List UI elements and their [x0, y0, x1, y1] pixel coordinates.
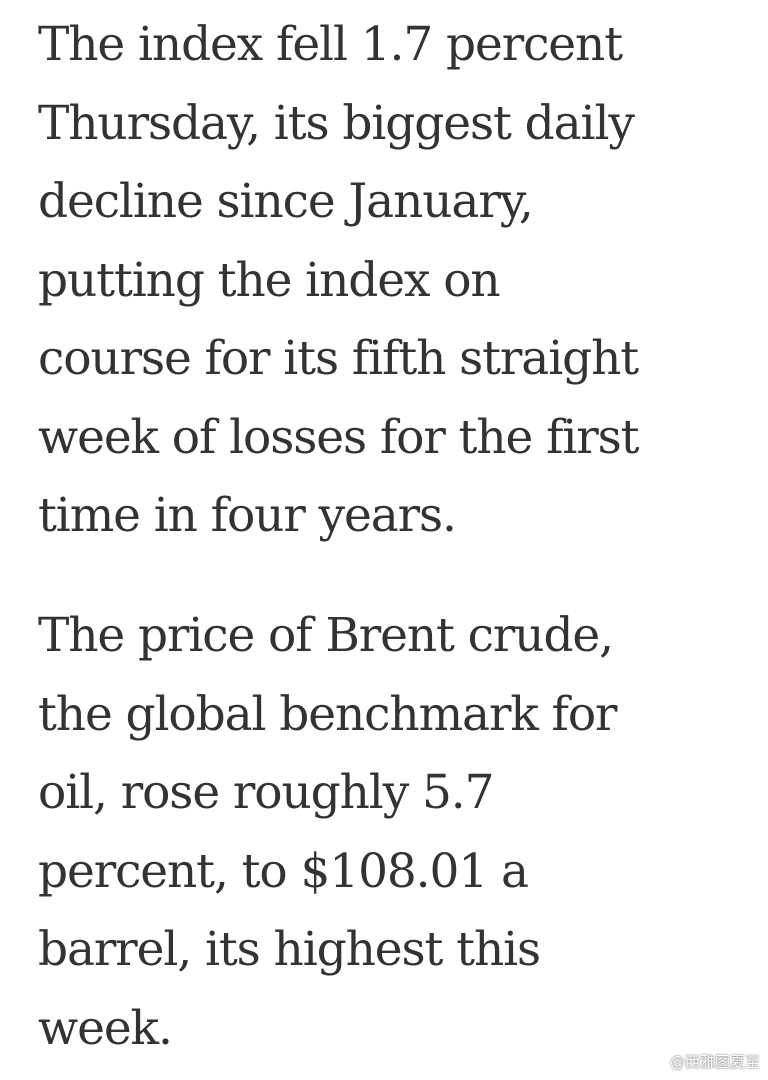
- watermark-text: @西雅图夏至: [669, 1053, 760, 1071]
- paragraph-line: Thursday, its biggest daily: [38, 95, 635, 151]
- paragraph-line: week.: [38, 1000, 173, 1056]
- paragraph-line: The index fell 1.7 percent: [38, 17, 623, 72]
- watermark: @西雅图夏至: [646, 1051, 760, 1072]
- paragraph-line: the global benchmark for: [38, 686, 618, 742]
- weibo-icon: [646, 1054, 666, 1070]
- paragraph-line: time in four years.: [38, 488, 457, 543]
- paragraph-line: The price of Brent crude,: [38, 608, 614, 663]
- paragraph-line: oil, rose roughly 5.7: [38, 765, 495, 820]
- paragraph-line: course for its fifth straight: [38, 331, 639, 386]
- paragraph-line: percent, to $108.01 a: [38, 843, 529, 899]
- paragraph-line: barrel, its highest this: [38, 922, 541, 977]
- paragraph-line: putting the index on: [38, 252, 501, 308]
- paragraph-index-decline: The index fell 1.7 percent Thursday, its…: [38, 6, 748, 556]
- paragraph-line: decline since January,: [38, 174, 534, 229]
- paragraph-brent-crude: The price of Brent crude, the global ben…: [38, 597, 748, 1068]
- paragraph-line: week of losses for the first: [38, 409, 640, 465]
